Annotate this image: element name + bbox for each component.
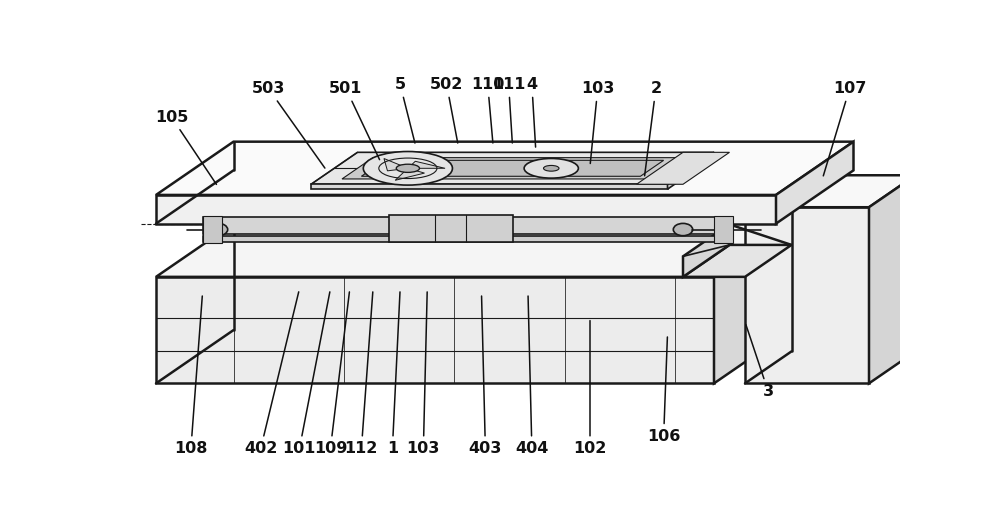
Polygon shape — [202, 236, 730, 242]
Text: 402: 402 — [244, 292, 299, 456]
Polygon shape — [683, 245, 792, 277]
Polygon shape — [384, 159, 408, 171]
Text: 106: 106 — [647, 337, 680, 444]
Polygon shape — [683, 225, 730, 277]
Text: 107: 107 — [823, 81, 866, 176]
Polygon shape — [388, 215, 512, 243]
Ellipse shape — [544, 165, 559, 171]
Polygon shape — [668, 152, 714, 189]
Text: 503: 503 — [252, 81, 325, 168]
Polygon shape — [202, 218, 730, 234]
Polygon shape — [745, 175, 916, 207]
Text: 3: 3 — [746, 325, 774, 399]
Text: 404: 404 — [515, 296, 549, 456]
Polygon shape — [202, 216, 222, 243]
Text: 103: 103 — [407, 292, 440, 456]
Polygon shape — [637, 152, 730, 184]
Ellipse shape — [673, 223, 693, 236]
Polygon shape — [342, 157, 683, 179]
Text: 1: 1 — [387, 292, 400, 456]
Ellipse shape — [363, 152, 452, 185]
Polygon shape — [311, 184, 668, 189]
Text: 501: 501 — [329, 81, 380, 160]
Polygon shape — [156, 223, 792, 277]
Polygon shape — [395, 168, 424, 180]
Text: 109: 109 — [314, 292, 349, 456]
Text: 112: 112 — [345, 292, 378, 456]
Text: 110: 110 — [471, 77, 504, 143]
Text: 111: 111 — [492, 77, 525, 143]
Polygon shape — [869, 175, 916, 384]
Polygon shape — [714, 216, 733, 243]
Text: 103: 103 — [581, 81, 614, 163]
Text: 4: 4 — [526, 77, 537, 147]
Polygon shape — [156, 142, 854, 195]
Polygon shape — [156, 277, 714, 384]
Polygon shape — [745, 207, 869, 384]
Ellipse shape — [524, 159, 578, 178]
Ellipse shape — [208, 223, 228, 236]
Text: 101: 101 — [283, 292, 330, 456]
Text: 403: 403 — [469, 296, 502, 456]
Polygon shape — [311, 152, 714, 184]
Text: 2: 2 — [645, 81, 661, 176]
Text: 5: 5 — [395, 77, 415, 143]
Polygon shape — [776, 142, 854, 223]
Polygon shape — [714, 223, 792, 384]
Text: 108: 108 — [174, 296, 208, 456]
Polygon shape — [361, 160, 664, 176]
Ellipse shape — [396, 164, 420, 172]
Text: 105: 105 — [155, 110, 216, 185]
Text: 502: 502 — [430, 77, 463, 143]
Polygon shape — [156, 195, 776, 223]
Text: 102: 102 — [573, 321, 607, 456]
Polygon shape — [408, 161, 445, 168]
